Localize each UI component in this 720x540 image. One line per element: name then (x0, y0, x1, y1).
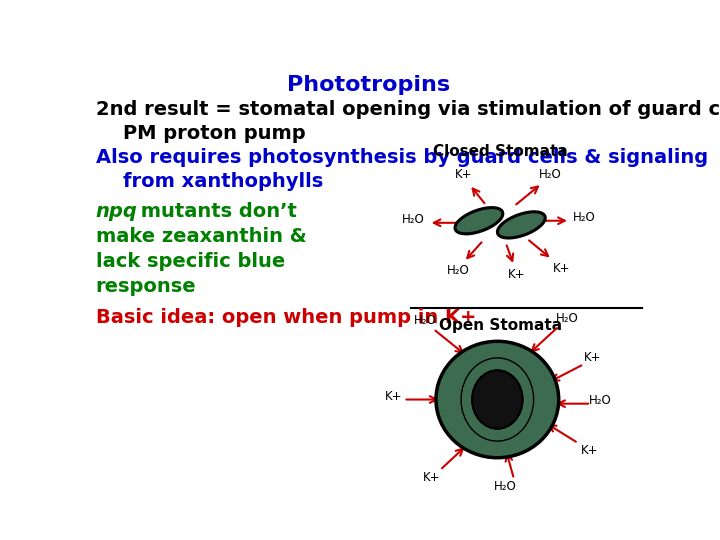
Text: K+: K+ (508, 268, 526, 281)
Text: K+: K+ (580, 444, 598, 457)
Text: make zeaxanthin &: make zeaxanthin & (96, 227, 306, 246)
Text: Phototropins: Phototropins (287, 75, 451, 95)
Ellipse shape (472, 370, 523, 429)
Text: H₂O: H₂O (556, 312, 578, 325)
Text: H₂O: H₂O (413, 314, 436, 327)
Text: H₂O: H₂O (495, 481, 517, 494)
Text: K+: K+ (455, 168, 472, 181)
Text: H₂O: H₂O (447, 264, 469, 277)
Text: mutants don’t: mutants don’t (133, 202, 297, 221)
Text: K+: K+ (583, 350, 601, 363)
Text: H₂O: H₂O (572, 211, 595, 224)
Ellipse shape (498, 212, 545, 238)
Text: H₂O: H₂O (402, 213, 425, 226)
Text: K+: K+ (553, 262, 570, 275)
Text: H₂O: H₂O (589, 394, 612, 407)
Ellipse shape (455, 207, 503, 234)
Text: Also requires photosynthesis by guard cells & signaling: Also requires photosynthesis by guard ce… (96, 148, 708, 167)
Text: K+: K+ (423, 471, 440, 484)
Ellipse shape (436, 341, 559, 458)
Text: Open Stomata: Open Stomata (438, 319, 562, 333)
Text: from xanthophylls: from xanthophylls (96, 172, 323, 191)
Text: PM proton pump: PM proton pump (96, 124, 305, 143)
Text: npq: npq (96, 202, 138, 221)
Text: response: response (96, 277, 197, 296)
Text: lack specific blue: lack specific blue (96, 252, 285, 271)
Text: H₂O: H₂O (539, 168, 562, 181)
Text: Basic idea: open when pump in K+: Basic idea: open when pump in K+ (96, 308, 476, 327)
Text: Closed Stomata: Closed Stomata (433, 144, 567, 159)
Text: K+: K+ (385, 390, 403, 403)
Ellipse shape (461, 358, 534, 441)
Text: 2nd result = stomatal opening via stimulation of guard cell: 2nd result = stomatal opening via stimul… (96, 100, 720, 119)
Ellipse shape (472, 370, 523, 429)
